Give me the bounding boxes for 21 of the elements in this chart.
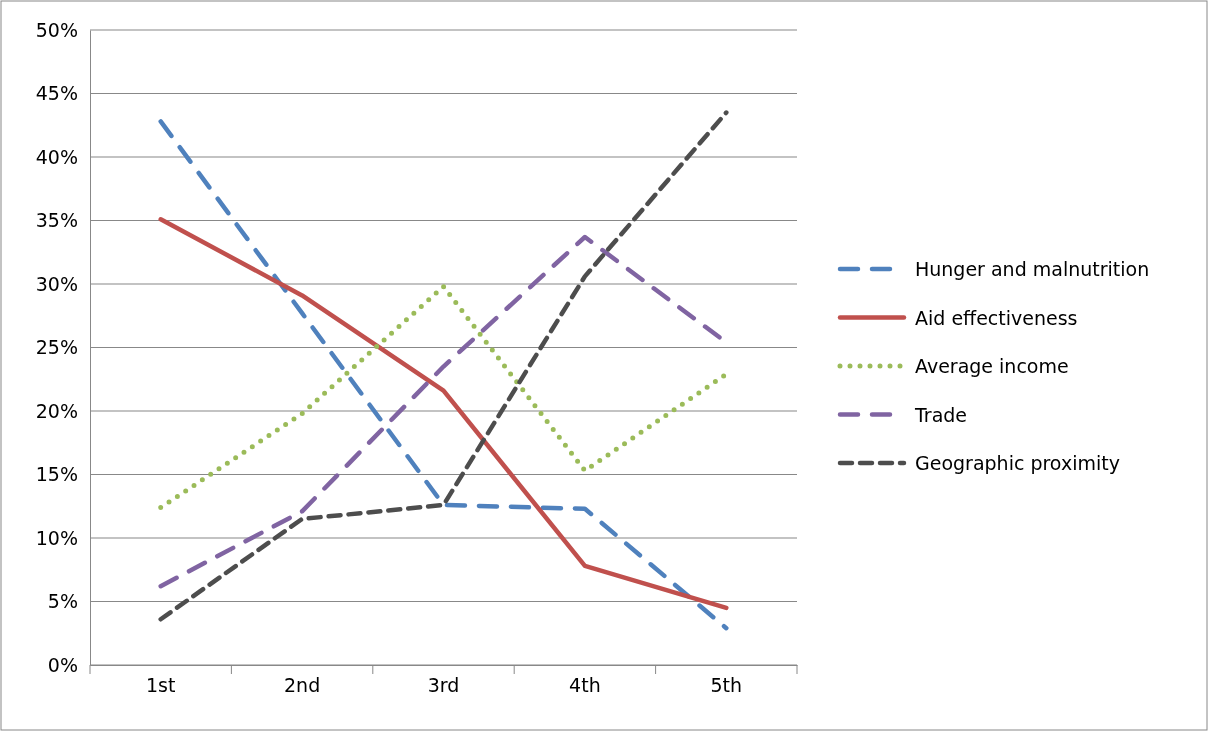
legend-label: Average income bbox=[915, 355, 1069, 377]
y-tick-label: 0% bbox=[47, 653, 78, 676]
x-tick-label: 1st bbox=[145, 674, 176, 697]
y-tick-label: 30% bbox=[35, 272, 78, 295]
y-tick-label: 25% bbox=[35, 336, 78, 359]
y-tick-label: 35% bbox=[35, 209, 78, 232]
y-tick-label: 45% bbox=[35, 82, 78, 105]
legend-label: Trade bbox=[914, 403, 968, 426]
x-tick-label: 4th bbox=[569, 674, 601, 697]
y-tick-label: 10% bbox=[35, 526, 78, 549]
y-tick-label: 15% bbox=[35, 463, 78, 486]
legend-label: Geographic proximity bbox=[915, 452, 1120, 474]
y-tick-label: 20% bbox=[35, 399, 78, 422]
legend-label: Aid effectiveness bbox=[915, 306, 1078, 329]
y-tick-label: 40% bbox=[35, 145, 78, 168]
y-tick-label: 5% bbox=[47, 590, 78, 613]
x-tick-label: 2nd bbox=[284, 674, 321, 697]
x-tick-label: 3rd bbox=[427, 674, 460, 697]
y-tick-label: 50% bbox=[35, 18, 78, 41]
x-tick-label: 5th bbox=[710, 674, 743, 697]
legend-label: Hunger and malnutrition bbox=[915, 258, 1150, 280]
